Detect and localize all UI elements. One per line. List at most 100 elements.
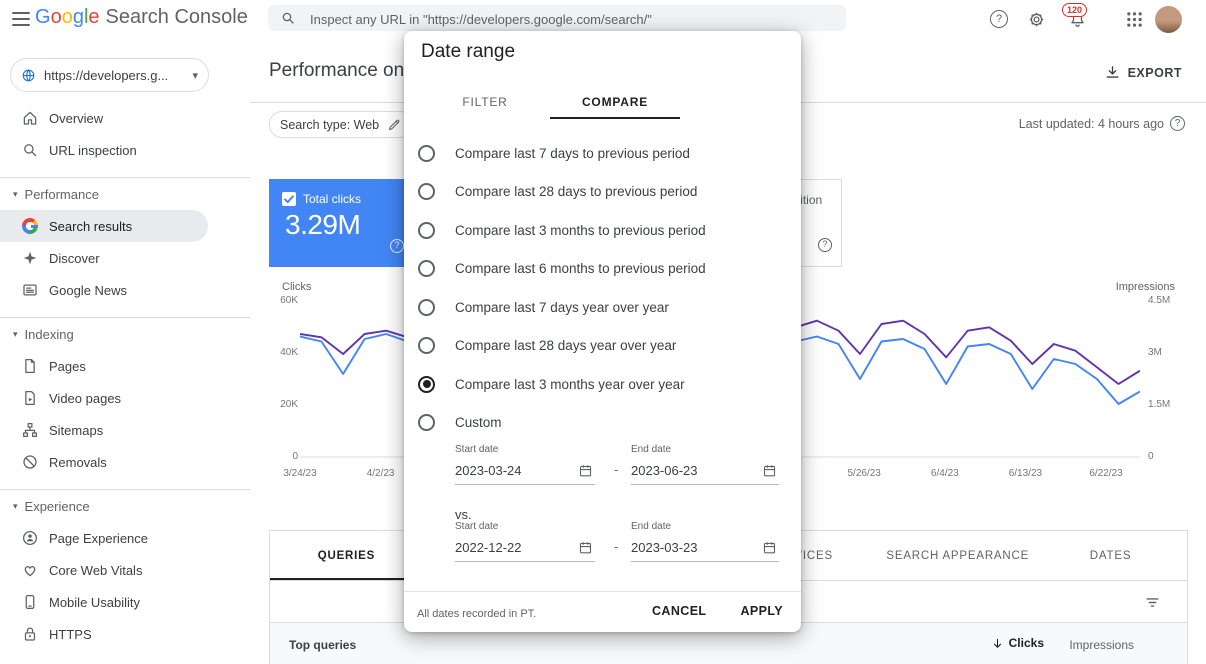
- dialog-actions: CANCEL APPLY: [648, 598, 787, 624]
- tab-compare[interactable]: COMPARE: [550, 85, 680, 119]
- tab-filter[interactable]: FILTER: [462, 95, 508, 109]
- radio-icon[interactable]: [418, 414, 435, 432]
- sidebar-item-core-web-vitals[interactable]: Core Web Vitals: [0, 554, 250, 586]
- start-date-label: Start date: [455, 521, 499, 532]
- url-inspect-input[interactable]: [308, 5, 832, 33]
- option-compare-last-28-days-to-previous-period[interactable]: Compare last 28 days to previous period: [404, 173, 801, 212]
- avatar[interactable]: [1155, 6, 1182, 33]
- search-type-label: Search type: Web: [280, 117, 380, 132]
- sidebar-section-experience[interactable]: ▾ Experience: [0, 490, 250, 522]
- cancel-button[interactable]: CANCEL: [648, 598, 710, 624]
- sidebar-divider: [0, 317, 250, 318]
- property-selector[interactable]: https://developers.g... ▾: [10, 58, 209, 92]
- option-compare-last-7-days-year-over-year[interactable]: Compare last 7 days year over year: [404, 288, 801, 327]
- sidebar-item-label: Sitemaps: [49, 422, 104, 438]
- calendar-icon[interactable]: [578, 463, 593, 478]
- option-compare-last-7-days-to-previous-period[interactable]: Compare last 7 days to previous period: [404, 134, 801, 173]
- notifications-badge: 120: [1062, 3, 1088, 17]
- sidebar-item-mobile-usability[interactable]: Mobile Usability: [0, 586, 250, 618]
- news-icon: [21, 281, 39, 299]
- pages-icon: [21, 357, 39, 375]
- option-compare-last-6-months-to-previous-period[interactable]: Compare last 6 months to previous period: [404, 250, 801, 289]
- tab-dates[interactable]: DATES: [1089, 549, 1132, 562]
- sidebar-item-label: Search results: [49, 218, 133, 234]
- radio-icon[interactable]: [418, 337, 435, 355]
- x-axis-label: 4/2/23: [366, 468, 395, 479]
- calendar-icon[interactable]: [762, 463, 777, 478]
- help-icon[interactable]: ?: [990, 10, 1008, 28]
- sidebar-item-discover[interactable]: Discover: [0, 242, 250, 274]
- sidebar-divider: [0, 489, 250, 490]
- compare-end-date-input[interactable]: [631, 534, 779, 561]
- sidebar-item-overview[interactable]: Overview: [0, 102, 250, 134]
- sidebar-item-label: Overview: [49, 110, 104, 126]
- radio-icon[interactable]: [418, 183, 435, 201]
- column-clicks-label: Clicks: [1008, 636, 1044, 650]
- option-compare-last-28-days-year-over-year[interactable]: Compare last 28 days year over year: [404, 327, 801, 366]
- column-impressions[interactable]: Impressions: [1069, 638, 1134, 652]
- start-date-field: [455, 457, 595, 485]
- search-icon: [280, 10, 296, 26]
- edit-icon: [387, 117, 402, 132]
- url-inspect-searchbox[interactable]: [268, 5, 846, 33]
- radio-icon[interactable]: [418, 298, 435, 316]
- radio-icon[interactable]: [418, 375, 435, 393]
- sidebar-item-sitemaps[interactable]: Sitemaps: [0, 414, 250, 446]
- calendar-icon[interactable]: [578, 540, 593, 555]
- sidebar-item-video-pages[interactable]: Video pages: [0, 382, 250, 414]
- search-type-chip[interactable]: Search type: Web: [269, 111, 414, 138]
- info-icon[interactable]: ?: [390, 239, 404, 253]
- end-date-input[interactable]: [631, 457, 779, 484]
- option-compare-last-3-months-year-over-year[interactable]: Compare last 3 months year over year: [404, 365, 801, 404]
- end-date-label: End date: [631, 444, 672, 455]
- sidebar-item-url-inspection[interactable]: URL inspection: [0, 134, 250, 166]
- checkbox-checked-icon[interactable]: [282, 192, 296, 206]
- export-button[interactable]: EXPORT: [1104, 64, 1182, 81]
- apply-button[interactable]: APPLY: [736, 598, 787, 624]
- card-label: Total clicks: [303, 192, 362, 206]
- calendar-icon[interactable]: [762, 540, 777, 555]
- tab-queries[interactable]: QUERIES: [270, 531, 423, 580]
- column-clicks-sort[interactable]: Clicks: [991, 636, 1044, 650]
- option-custom[interactable]: Custom: [404, 404, 801, 443]
- y-axis-label: 0: [292, 451, 298, 462]
- option-compare-last-3-months-to-previous-period[interactable]: Compare last 3 months to previous period: [404, 211, 801, 250]
- start-date-input[interactable]: [455, 457, 595, 484]
- radio-icon[interactable]: [418, 260, 435, 278]
- radio-icon[interactable]: [418, 144, 435, 162]
- x-axis-label: 6/13/23: [1008, 468, 1043, 479]
- sidebar-item-pages[interactable]: Pages: [0, 350, 250, 382]
- left-axis-label: Clicks: [282, 281, 312, 293]
- sidebar-item-page-experience[interactable]: Page Experience: [0, 522, 250, 554]
- section-title: Experience: [24, 498, 90, 514]
- filter-icon[interactable]: [1144, 594, 1161, 611]
- radio-icon[interactable]: [418, 221, 435, 239]
- metric-card-total-clicks[interactable]: Total clicks 3.29M?: [269, 179, 413, 267]
- option-label: Compare last 7 days to previous period: [455, 145, 690, 161]
- option-label: Compare last 6 months to previous period: [455, 261, 706, 277]
- export-label: EXPORT: [1127, 65, 1182, 80]
- collapse-arrow-icon: ▾: [13, 328, 18, 339]
- option-label: Compare last 7 days year over year: [455, 299, 669, 315]
- app-logo[interactable]: Google Search Console: [35, 6, 248, 29]
- timezone-note: All dates recorded in PT.: [417, 608, 537, 620]
- menu-icon[interactable]: [12, 12, 30, 26]
- sidebar-section-indexing[interactable]: ▾ Indexing: [0, 318, 250, 350]
- help-icon[interactable]: ?: [1170, 116, 1185, 131]
- sidebar-item-https[interactable]: HTTPS: [0, 618, 250, 650]
- vitals-icon: [21, 561, 39, 579]
- sidebar-item-removals[interactable]: Removals: [0, 446, 250, 478]
- sidebar-section-performance[interactable]: ▾ Performance: [0, 178, 250, 210]
- apps-grid-icon[interactable]: [1126, 11, 1143, 28]
- sidebar-item-google-news[interactable]: Google News: [0, 274, 250, 306]
- user-settings-icon[interactable]: [1027, 10, 1046, 29]
- tab-search-appearance[interactable]: SEARCH APPEARANCE: [886, 549, 1030, 562]
- mobile-icon: [21, 593, 39, 611]
- sidebar-item-search-results[interactable]: Search results: [0, 210, 208, 242]
- compare-start-date-input[interactable]: [455, 534, 595, 561]
- info-icon[interactable]: ?: [818, 238, 832, 252]
- option-label: Compare last 28 days to previous period: [455, 184, 698, 200]
- end-date-label: End date: [631, 521, 672, 532]
